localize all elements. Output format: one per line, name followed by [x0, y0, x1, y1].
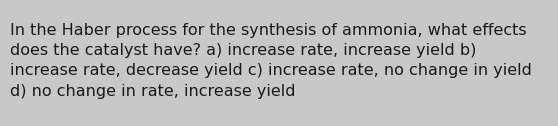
- Text: In the Haber process for the synthesis of ammonia, what effects
does the catalys: In the Haber process for the synthesis o…: [10, 23, 532, 99]
